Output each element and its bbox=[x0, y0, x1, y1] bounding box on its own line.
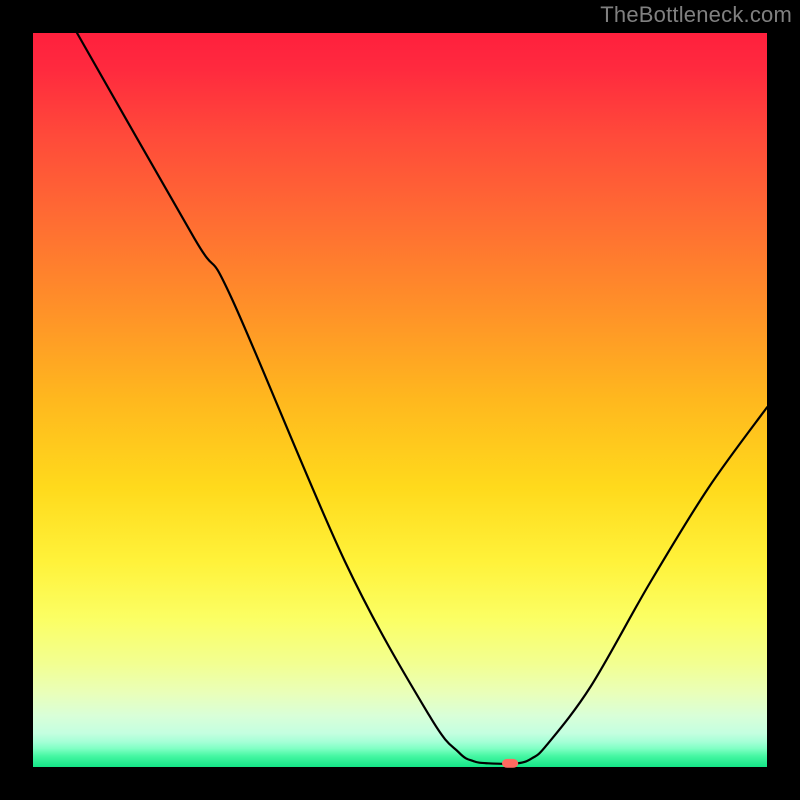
bottleneck-chart-svg bbox=[0, 0, 800, 800]
minimum-marker bbox=[502, 759, 518, 768]
watermark-text: TheBottleneck.com bbox=[600, 2, 792, 28]
chart-container: TheBottleneck.com bbox=[0, 0, 800, 800]
plot-background bbox=[33, 33, 767, 767]
